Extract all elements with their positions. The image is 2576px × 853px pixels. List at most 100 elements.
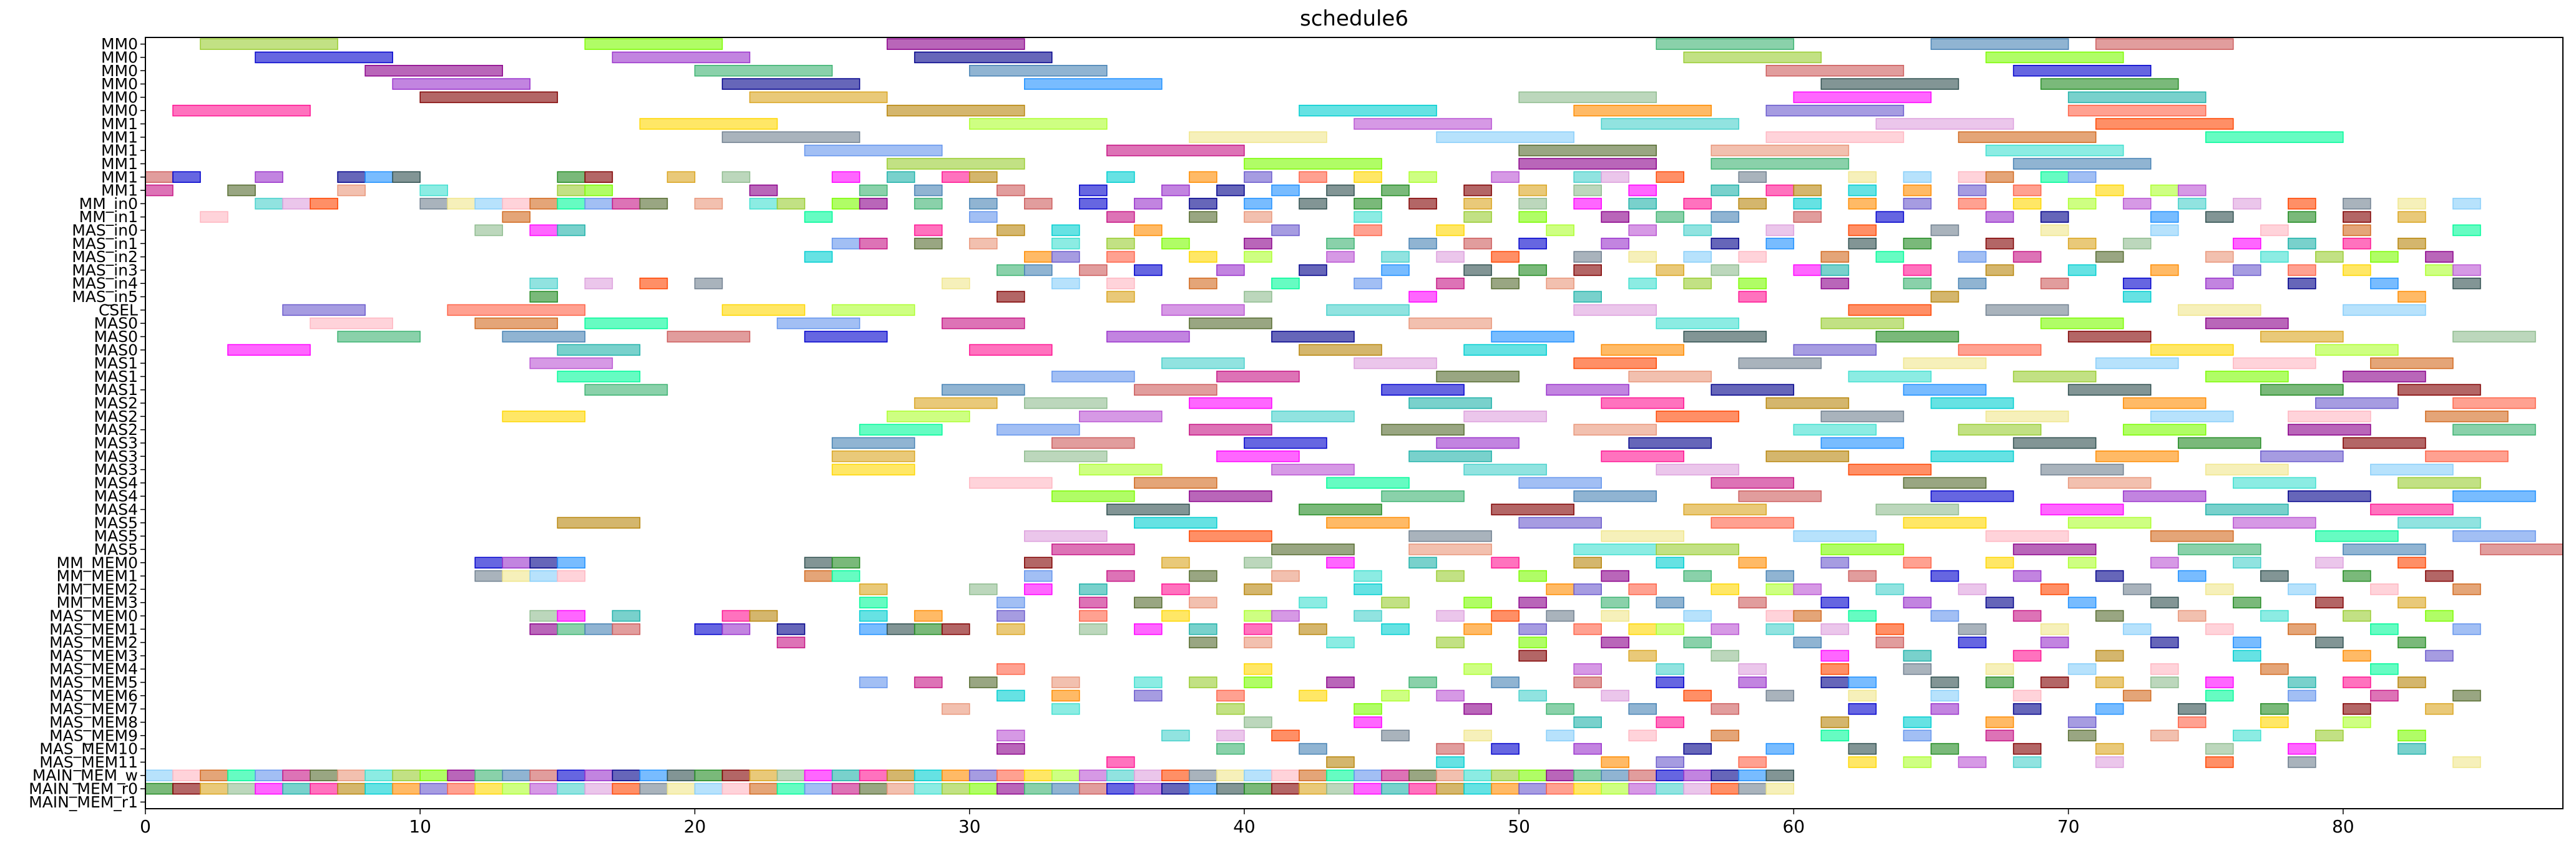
y-tick-label: MM1 — [101, 128, 138, 146]
task-bar — [1436, 131, 1574, 144]
task-bar — [1216, 371, 1300, 383]
task-bar — [529, 198, 559, 210]
task-bar — [2260, 703, 2289, 715]
y-tick-label: MAS_MEM6 — [49, 686, 138, 704]
x-tick-label: 40 — [1233, 816, 1256, 837]
y-tick-label: MAS1 — [94, 354, 138, 373]
task-bar — [2122, 198, 2152, 210]
task-bar — [612, 198, 641, 210]
y-tick-label: MAS_in3 — [72, 261, 138, 279]
task-bar — [2425, 650, 2454, 662]
task-bar — [2343, 716, 2371, 728]
y-tick-label: MM0 — [101, 62, 138, 80]
task-bar — [1710, 623, 1740, 635]
task-bar — [2040, 211, 2069, 223]
task-bar — [721, 623, 751, 635]
task-bar — [996, 424, 1080, 436]
task-bar — [1683, 198, 1712, 210]
task-bar — [1326, 184, 1355, 197]
task-bar — [1765, 623, 1795, 635]
task-bar — [1958, 583, 1987, 595]
task-bar — [2205, 583, 2234, 595]
task-bar — [804, 144, 943, 157]
task-bar — [2343, 570, 2371, 582]
task-bar — [914, 397, 998, 409]
task-bar — [721, 610, 751, 622]
task-bar — [2288, 743, 2316, 755]
task-bar — [1023, 769, 1053, 781]
task-bar — [2040, 504, 2124, 515]
task-bar — [1189, 171, 1217, 183]
task-bar — [1820, 623, 1850, 635]
task-bar — [1573, 663, 1602, 675]
task-bar — [1546, 769, 1574, 781]
task-bar — [584, 384, 668, 396]
task-bar — [1738, 251, 1767, 263]
task-bar — [1408, 238, 1437, 250]
task-bar — [1354, 769, 1382, 781]
task-bar — [1189, 198, 1217, 210]
task-bar — [1930, 397, 2014, 409]
task-bar — [1299, 504, 1382, 515]
task-bar — [1985, 304, 2069, 316]
task-bar — [1820, 264, 1850, 276]
task-bar — [1683, 570, 1712, 582]
y-tick-label: MAS0 — [94, 328, 138, 346]
task-bar — [502, 411, 586, 422]
task-bar — [2012, 251, 2042, 263]
task-bar — [364, 782, 393, 795]
task-bar — [1710, 211, 1740, 223]
task-bar — [2288, 238, 2316, 250]
task-bar — [2343, 224, 2371, 236]
task-bar — [2150, 636, 2179, 648]
task-bar — [172, 104, 311, 117]
task-bar — [1051, 238, 1080, 250]
task-bar — [1958, 131, 2097, 144]
task-bar — [2398, 384, 2481, 396]
task-bar — [392, 171, 421, 183]
y-tick-label: MAS3 — [94, 434, 138, 452]
task-bar — [1326, 517, 1410, 529]
task-bar — [749, 610, 778, 622]
task-bar — [2288, 690, 2316, 702]
task-bar — [1930, 570, 1959, 582]
task-bar — [968, 676, 998, 688]
task-bar — [1985, 144, 2124, 157]
task-bar — [1765, 397, 1850, 409]
task-bar — [1710, 184, 1740, 197]
task-bar — [502, 331, 586, 343]
task-bar — [2095, 184, 2124, 197]
task-bar — [2260, 716, 2289, 728]
task-bar — [2012, 756, 2042, 768]
task-bar — [1683, 224, 1712, 236]
task-bar — [1408, 676, 1437, 688]
task-bar — [1134, 477, 1217, 489]
task-bar — [474, 198, 504, 210]
task-bar — [1161, 610, 1190, 622]
task-bar — [2012, 371, 2097, 383]
task-bar — [941, 384, 1025, 396]
task-bar — [2315, 530, 2399, 542]
task-bar — [1491, 171, 1520, 183]
task-bar — [1106, 504, 1190, 515]
y-tick-label: MAS2 — [94, 394, 138, 412]
task-bar — [859, 198, 888, 210]
task-bar — [776, 198, 806, 210]
task-bar — [2095, 756, 2124, 768]
task-bar — [749, 198, 778, 210]
task-bar — [1326, 756, 1355, 768]
task-bar — [1546, 782, 1574, 795]
task-bar — [2398, 557, 2426, 569]
task-bar — [1765, 690, 1795, 702]
task-bar — [1930, 703, 1959, 715]
task-bar — [859, 623, 888, 635]
task-bar — [1299, 743, 1327, 755]
task-bar — [584, 171, 613, 183]
task-bar — [2260, 451, 2344, 462]
task-bar — [694, 277, 723, 290]
task-bar — [612, 769, 641, 781]
task-bar — [996, 729, 1025, 742]
task-bar — [1518, 690, 1547, 702]
task-bar — [1573, 171, 1602, 183]
task-bar — [1408, 198, 1437, 210]
